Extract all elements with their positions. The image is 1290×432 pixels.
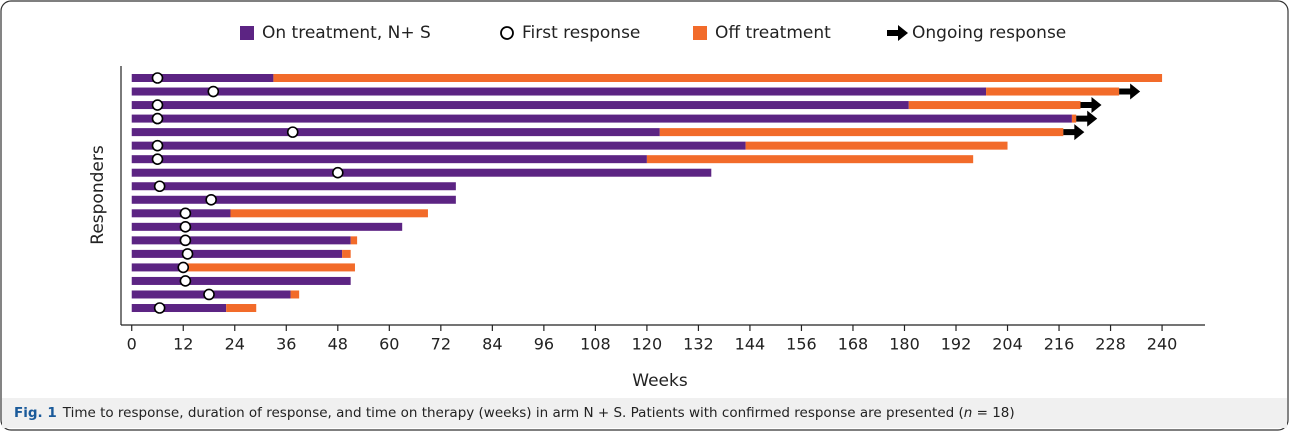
- ongoing-arrow: [1076, 110, 1098, 127]
- first-response: [151, 99, 164, 111]
- x-tick-label: 240: [1147, 335, 1178, 354]
- on-treatment-bar: [131, 222, 403, 231]
- x-tick-label: 48: [328, 335, 348, 354]
- on-treatment-bar: [131, 101, 909, 110]
- x-tick-label: 180: [889, 335, 920, 354]
- on-treatment-bar: [131, 263, 179, 272]
- ongoing-arrow: [1080, 97, 1102, 114]
- first-response: [151, 153, 164, 165]
- first-response: [151, 112, 164, 125]
- legend-label: Off treatment: [715, 23, 831, 43]
- x-tick-label: 216: [1044, 335, 1075, 354]
- on-treatment-bar: [131, 128, 660, 137]
- x-tick-label: 96: [534, 335, 554, 354]
- off-treatment-bar: [273, 74, 1163, 82]
- first-response: [153, 180, 166, 193]
- first-response: [331, 166, 344, 179]
- ongoing-arrow: [1119, 83, 1141, 100]
- off-treatment-bar: [659, 128, 1064, 137]
- first-response: [205, 193, 217, 206]
- on-treatment-bar: [131, 249, 343, 258]
- first-response: [151, 139, 164, 152]
- x-tick-label: 72: [431, 335, 451, 354]
- legend-label: Ongoing response: [912, 23, 1066, 43]
- off-treatment-bar: [230, 209, 428, 218]
- first-response: [179, 275, 192, 287]
- off-treatment-bar: [178, 263, 355, 272]
- legend-swatch: [240, 26, 254, 40]
- caption-text: Time to response, duration of response, …: [62, 405, 964, 421]
- x-tick-label: 24: [225, 335, 245, 354]
- legend-swatch: [693, 26, 707, 40]
- on-treatment-bar: [131, 114, 1072, 123]
- on-treatment-bar: [131, 168, 712, 177]
- off-treatment-bar: [1071, 114, 1077, 123]
- off-treatment-bar: [342, 249, 351, 258]
- on-treatment-bar: [131, 195, 456, 204]
- off-treatment-bar: [908, 101, 1081, 110]
- x-tick-label: 120: [632, 335, 663, 354]
- x-tick-label: 60: [379, 335, 399, 354]
- on-treatment-bar: [131, 87, 987, 96]
- legend-swatch: [887, 25, 908, 41]
- ongoing-arrow: [1063, 124, 1085, 141]
- x-tick-label: 144: [735, 335, 766, 354]
- first-response: [181, 248, 194, 260]
- x-tick-label: 84: [482, 335, 502, 354]
- x-tick-label: 12: [173, 335, 193, 354]
- off-treatment-bar: [290, 290, 300, 299]
- caption-italic: n: [964, 405, 973, 421]
- on-treatment-bar: [131, 155, 647, 164]
- x-tick-label: 228: [1095, 335, 1126, 354]
- x-tick-label: 0: [127, 335, 137, 354]
- x-tick-label: 168: [838, 335, 869, 354]
- caption-label: Fig. 1: [14, 405, 57, 421]
- first-response: [179, 234, 192, 247]
- first-response: [207, 85, 220, 98]
- first-response: [203, 288, 215, 301]
- x-tick-label: 204: [992, 335, 1023, 354]
- on-treatment-bar: [131, 141, 746, 150]
- y-axis-label: Responders: [88, 145, 108, 245]
- x-tick-label: 36: [276, 335, 296, 354]
- off-treatment-bar: [350, 236, 358, 245]
- on-treatment-bar: [131, 304, 227, 313]
- first-response: [177, 261, 190, 274]
- caption-band: [2, 398, 1287, 428]
- legend-swatch: [500, 26, 514, 40]
- first-response: [153, 302, 166, 314]
- on-treatment-bar: [131, 236, 351, 245]
- x-axis-label: Weeks: [632, 371, 688, 391]
- off-treatment-bar: [646, 155, 974, 164]
- first-response: [179, 207, 192, 220]
- x-tick-label: 156: [786, 335, 817, 354]
- x-tick-label: 192: [941, 335, 972, 354]
- off-treatment-bar: [226, 304, 257, 313]
- first-response: [286, 126, 299, 138]
- x-tick-label: 108: [580, 335, 611, 354]
- on-treatment-bar: [131, 74, 274, 82]
- legend-label: On treatment, N+ S: [262, 23, 431, 43]
- on-treatment-bar: [131, 276, 351, 285]
- first-response: [179, 221, 192, 233]
- off-treatment-bar: [986, 87, 1120, 96]
- x-tick-label: 132: [683, 335, 714, 354]
- legend-label: First response: [522, 23, 640, 43]
- on-treatment-bar: [131, 182, 456, 191]
- off-treatment-bar: [745, 141, 1008, 150]
- caption-text-end: = 18): [972, 405, 1014, 421]
- caption: Fig. 1 Time to response, duration of resp…: [14, 405, 1015, 421]
- first-response: [151, 72, 164, 84]
